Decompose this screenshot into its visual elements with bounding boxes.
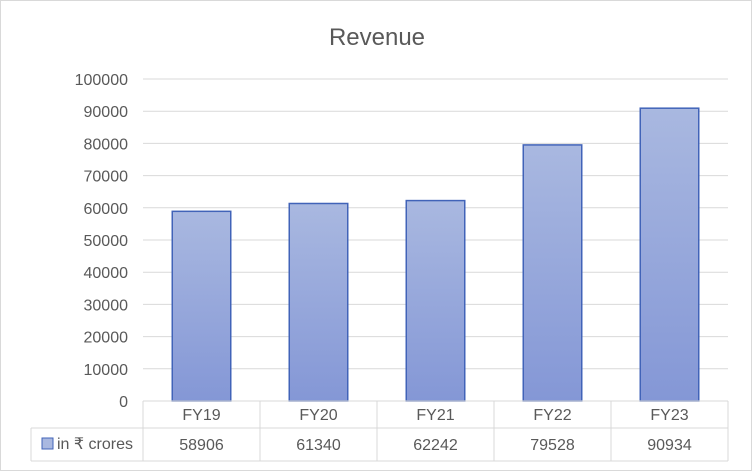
- y-tick-label: 20000: [84, 330, 129, 347]
- data-value-label: 79528: [530, 437, 575, 454]
- bar: [405, 199, 466, 402]
- y-tick-label: 0: [119, 394, 128, 411]
- y-tick-label: 90000: [84, 104, 129, 121]
- x-category-label: FY20: [299, 407, 337, 424]
- bars: [171, 107, 700, 402]
- y-tick-label: 30000: [84, 297, 129, 314]
- y-tick-label: 10000: [84, 362, 129, 379]
- y-tick-label: 70000: [84, 169, 129, 186]
- data-table: FY19 FY20 FY21 FY22 FY23 58906 61340 62242 79528…: [30, 400, 729, 462]
- data-value-label: 58906: [179, 437, 224, 454]
- y-axis-tick-labels: 0 10000 20000 30000 40000 50000 60000 70000 8000…: [75, 72, 128, 411]
- y-tick-label: 100000: [75, 72, 128, 89]
- chart-title: Revenue: [329, 24, 425, 51]
- legend-key: [41, 437, 54, 450]
- bar: [171, 210, 232, 402]
- x-category-label: FY19: [182, 407, 220, 424]
- bar: [288, 202, 349, 402]
- x-category-label: FY23: [650, 407, 688, 424]
- y-tick-label: 60000: [84, 201, 129, 218]
- y-tick-label: 50000: [84, 233, 129, 250]
- data-value-label: 61340: [296, 437, 341, 454]
- data-value-label: 62242: [413, 437, 458, 454]
- series-name-label: in ₹ crores: [57, 436, 133, 453]
- y-tick-label: 40000: [84, 265, 129, 282]
- x-category-label: FY21: [416, 407, 454, 424]
- bar: [522, 144, 583, 402]
- x-category-label: FY22: [533, 407, 571, 424]
- bar: [639, 107, 700, 402]
- y-tick-label: 80000: [84, 136, 129, 153]
- data-value-label: 90934: [647, 437, 692, 454]
